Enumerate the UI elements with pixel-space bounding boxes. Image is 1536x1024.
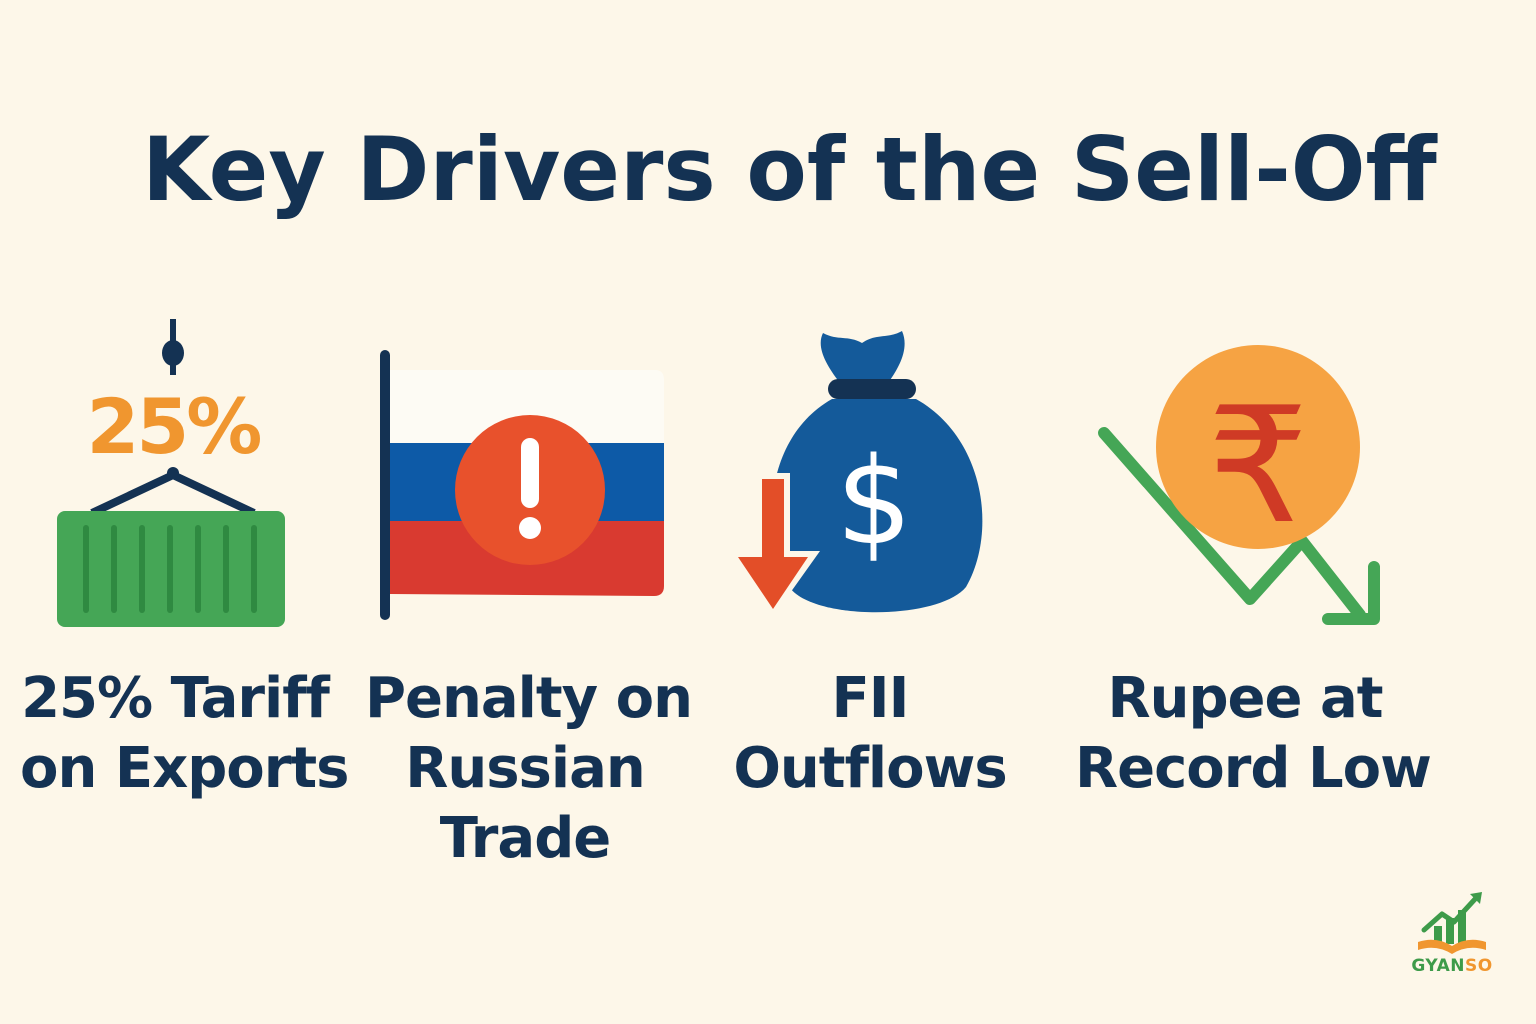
- caption-line: FII: [831, 666, 910, 731]
- russian-flag-warning-icon: !: [375, 350, 670, 625]
- logo-text: GYANSO: [1404, 956, 1500, 976]
- driver-caption-penalty: Penalty on Russian Trade: [365, 664, 693, 874]
- driver-caption-tariff: 25% Tariff on Exports: [20, 664, 350, 804]
- caption-line: Trade: [439, 806, 612, 871]
- caption-line: 25% Tariff: [21, 666, 330, 731]
- caption-line: Penalty on: [365, 666, 693, 731]
- dollar-sign-text: $: [836, 433, 912, 572]
- gyanso-logo: GYANSO: [1404, 890, 1500, 980]
- driver-caption-fii: FII Outflows: [720, 664, 1020, 804]
- logo-text-part1: GYAN: [1411, 956, 1465, 976]
- rupee-sign-text: ₹: [1207, 372, 1309, 559]
- growth-book-logo-icon: [1418, 892, 1486, 954]
- caption-line: Outflows: [733, 736, 1007, 801]
- rupee-coin-decline-icon: ₹: [1090, 345, 1390, 630]
- driver-caption-rupee: Rupee at Record Low: [1075, 664, 1432, 804]
- caption-line: on Exports: [20, 736, 350, 801]
- money-bag-outflow-icon: $: [728, 325, 988, 625]
- caption-line: Russian: [405, 736, 646, 801]
- tariff-percent-text: 25%: [87, 382, 261, 471]
- page-title: Key Drivers of the Sell-Off: [142, 118, 1437, 221]
- caption-line: Rupee at: [1107, 666, 1383, 731]
- caption-line: Record Low: [1075, 736, 1432, 801]
- cargo-container-tariff-icon: 25%: [40, 315, 310, 635]
- logo-text-part2: SO: [1464, 956, 1493, 976]
